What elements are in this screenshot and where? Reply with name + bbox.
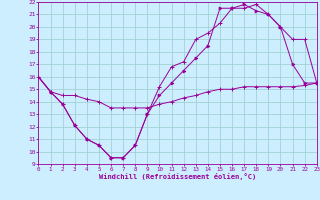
- X-axis label: Windchill (Refroidissement éolien,°C): Windchill (Refroidissement éolien,°C): [99, 173, 256, 180]
